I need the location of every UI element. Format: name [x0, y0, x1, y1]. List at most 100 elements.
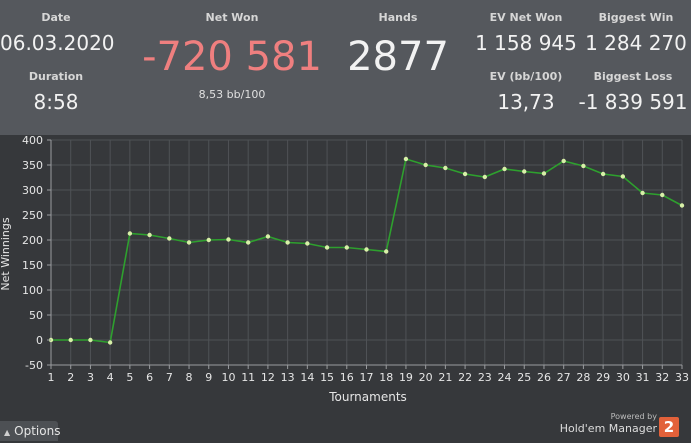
x-tick-label: 4	[107, 371, 114, 384]
options-label: Options	[14, 424, 61, 438]
data-point	[226, 237, 231, 242]
brand-name: Hold'em Manager	[559, 422, 657, 435]
ev-net-won-value: 1 158 945	[475, 31, 577, 55]
x-tick-label: 9	[205, 371, 212, 384]
data-point	[68, 337, 73, 343]
x-tick-label: 31	[636, 371, 650, 384]
data-point	[265, 234, 271, 239]
x-tick-label: 20	[419, 371, 433, 384]
x-tick-label: 3	[87, 371, 94, 384]
data-point	[364, 247, 369, 252]
x-axis-label: Tournaments	[328, 390, 407, 404]
ev-net-won-label: EV Net Won	[489, 11, 563, 24]
data-point	[482, 174, 488, 180]
x-tick-label: 29	[596, 371, 610, 384]
data-point	[561, 158, 566, 164]
y-tick-label: 150	[22, 259, 43, 272]
ev-bb100-label: EV (bb/100)	[489, 70, 563, 83]
biggest-loss-label: Biggest Loss	[593, 70, 673, 83]
y-tick-labels: -50 0 50 100 150 200 250 300 350 400	[22, 135, 51, 372]
data-point	[462, 171, 468, 177]
x-tick-label: 26	[537, 371, 551, 384]
ev-bb100-value: 13,73	[497, 90, 555, 114]
x-tick-label: 21	[438, 371, 452, 384]
x-tick-label: 28	[576, 371, 590, 384]
x-tick-label: 24	[498, 371, 512, 384]
data-point	[541, 171, 547, 176]
data-point	[285, 240, 290, 245]
x-tick-label: 27	[557, 371, 571, 384]
y-tick-label: 100	[22, 284, 43, 297]
x-tick-label: 6	[146, 371, 153, 384]
data-point	[620, 174, 626, 179]
data-point	[384, 249, 389, 254]
x-tick-label: 22	[458, 371, 472, 384]
powered-by-text: Powered by	[610, 412, 657, 421]
x-tick-label: 14	[300, 371, 314, 384]
y-tick-label: 200	[22, 234, 43, 247]
x-tick-label: 7	[166, 371, 173, 384]
data-point	[403, 156, 409, 162]
stats-header: Date 06.03.2020 Duration 8:58 Net Won -7…	[0, 0, 691, 135]
hm2-logo-icon: 2	[659, 417, 679, 437]
data-point	[344, 245, 349, 250]
data-point	[127, 231, 133, 236]
data-point	[522, 169, 527, 174]
options-button[interactable]: ▲ Options	[0, 421, 61, 441]
expand-arrow-icon: ▲	[4, 428, 11, 437]
data-point	[305, 241, 310, 246]
biggest-loss-value: -1 839 591	[578, 90, 688, 114]
data-point	[600, 171, 606, 177]
x-tick-label: 25	[517, 371, 531, 384]
date-value: 06.03.2020	[0, 31, 115, 55]
x-tick-label: 12	[261, 371, 275, 384]
data-point	[107, 340, 113, 345]
x-tick-label: 33	[675, 371, 689, 384]
data-point	[147, 232, 152, 238]
bb100-value: 8,53 bb/100	[198, 88, 266, 101]
data-point	[88, 337, 93, 343]
net-won-value: -720 581	[142, 34, 322, 80]
data-point	[660, 192, 665, 198]
x-tick-label: 15	[320, 371, 334, 384]
x-tick-label: 19	[399, 371, 413, 384]
x-tick-label: 16	[340, 371, 354, 384]
data-point	[167, 236, 172, 241]
x-tick-label: 17	[360, 371, 374, 384]
date-label: Date	[41, 11, 71, 24]
y-tick-label: 0	[36, 334, 43, 347]
x-tick-label: 13	[281, 371, 295, 384]
hands-label: Hands	[378, 11, 418, 24]
x-tick-label: 2	[67, 371, 74, 384]
x-tick-label: 11	[241, 371, 255, 384]
y-tick-label: 350	[22, 159, 43, 172]
data-point	[186, 240, 192, 245]
y-tick-label: 250	[22, 209, 43, 222]
data-point	[679, 203, 685, 208]
biggest-win-label: Biggest Win	[598, 11, 674, 24]
y-tick-label: 300	[22, 184, 43, 197]
x-tick-label: 10	[221, 371, 235, 384]
y-tick-label: 50	[29, 309, 43, 322]
data-point	[502, 166, 507, 172]
net-winnings-chart: 1 2 3 4 5 6 7 8 9 10 11 12 13 14 15 16 17 18 19 20 21 22 23 24 2…	[0, 135, 689, 404]
y-tick-label: -50	[25, 359, 43, 372]
y-axis-label: Net Winnings	[0, 217, 12, 290]
data-point	[581, 163, 586, 169]
data-point	[245, 240, 251, 245]
hands-value: 2877	[347, 34, 449, 80]
data-point	[324, 245, 330, 250]
x-tick-label: 18	[379, 371, 393, 384]
x-tick-label: 1	[48, 371, 55, 384]
x-tick-label: 32	[655, 371, 669, 384]
x-tick-labels: 1 2 3 4 5 6 7 8 9 10 11 12 13 14 15 16 17 18 19 20 21 22 23 24 2…	[48, 365, 689, 384]
chart-grid	[50, 139, 683, 366]
x-tick-label: 8	[186, 371, 193, 384]
biggest-win-value: 1 284 270	[585, 31, 687, 55]
data-points	[48, 156, 685, 345]
chart-axes	[47, 140, 682, 369]
data-point	[423, 162, 428, 168]
x-tick-label: 23	[478, 371, 492, 384]
x-tick-label: 30	[616, 371, 630, 384]
data-point	[443, 165, 448, 171]
